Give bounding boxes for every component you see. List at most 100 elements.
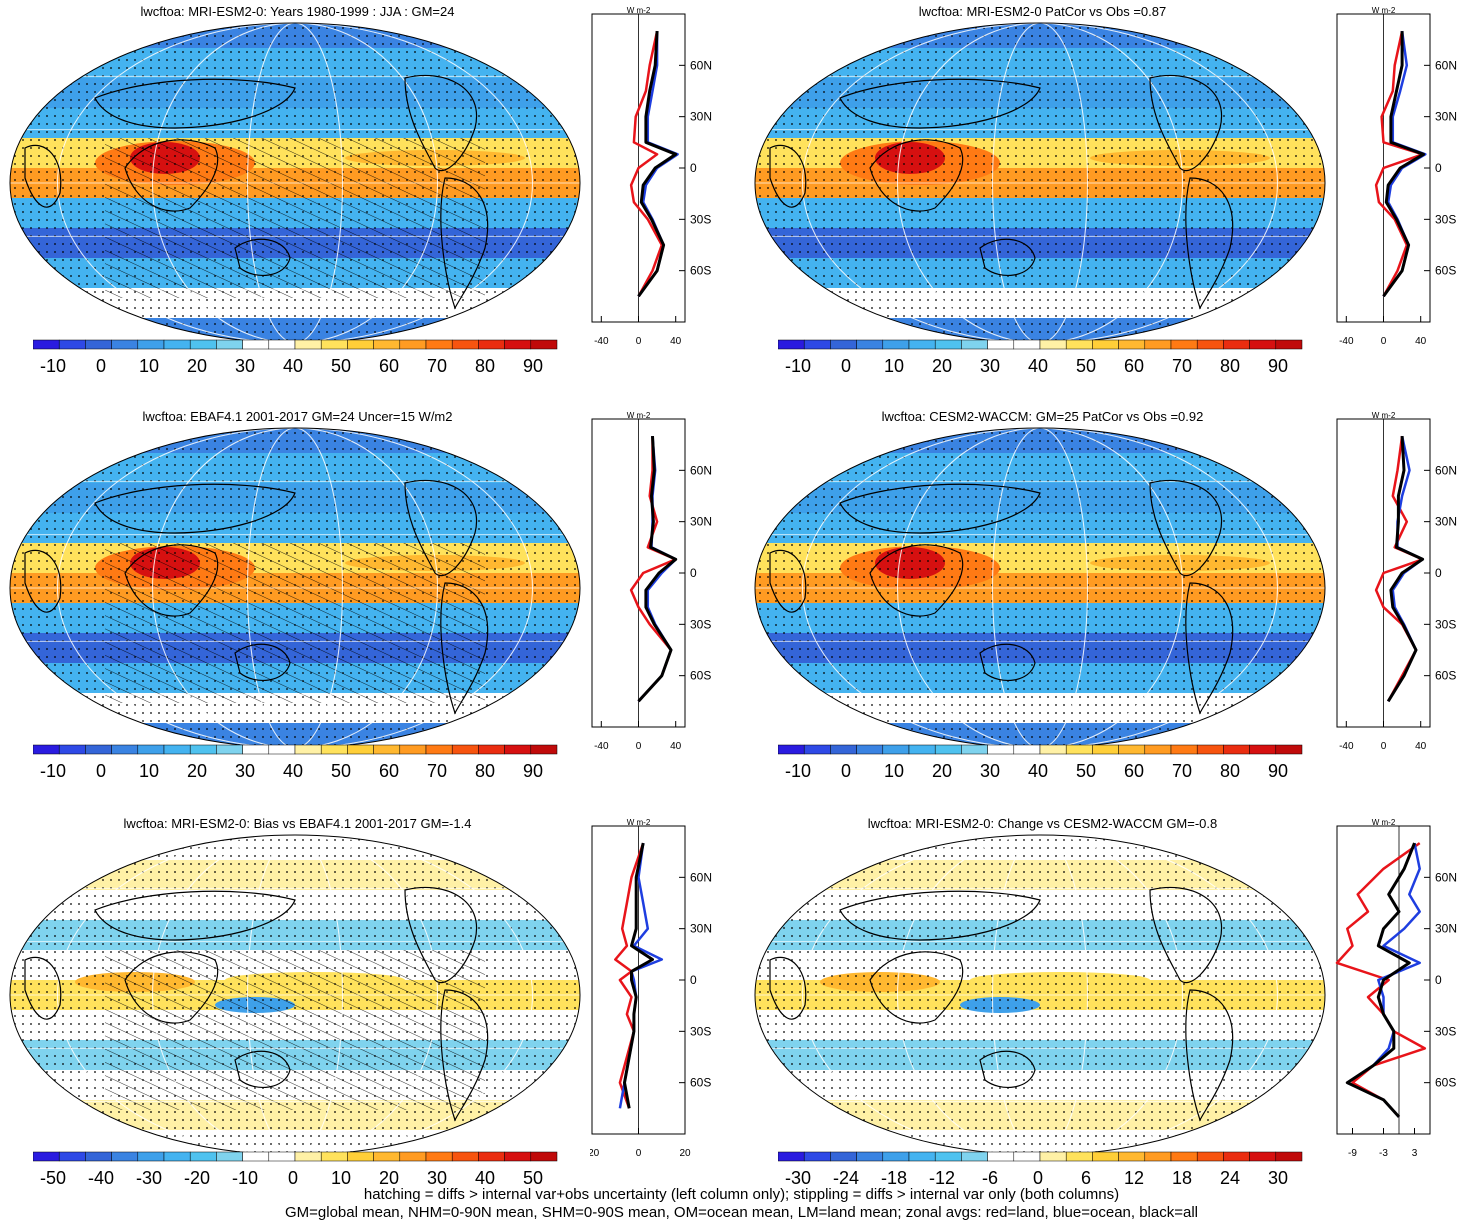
zonal-x-tick-label: 40 (1415, 741, 1427, 752)
zonal-y-tick-label: 30N (690, 922, 712, 936)
colorbar-label: 60 (1124, 761, 1144, 781)
zonal-mean-plot: W m-2 -40 0 40 60N 30N 0 30S 60S (591, 411, 712, 752)
continent-outline (839, 890, 1041, 941)
colorbar-swatch (1039, 744, 1067, 755)
zonal-mean-plot: W m-2 -40 0 40 60N 30N 0 30S 60S (1336, 411, 1457, 752)
zonal-x-tick-label: -20 (590, 1148, 600, 1159)
colorbar-swatch (1249, 744, 1277, 755)
colorbar-swatch (347, 744, 374, 755)
zonal-y-tick-label: 60S (690, 669, 711, 683)
colorbar: -30 -24 -18 -12 -6 0 6 12 18 24 30 (778, 1151, 1303, 1188)
colorbar: -10 0 10 20 30 40 50 60 70 80 90 (778, 744, 1303, 781)
colorbar-swatch (530, 339, 558, 350)
colorbar-swatch (856, 1151, 884, 1162)
colorbar-swatch (216, 744, 243, 755)
colorbar-label: -10 (232, 1168, 258, 1188)
zonal-y-tick-label: 60N (690, 463, 712, 477)
colorbar-label: 0 (1033, 1168, 1043, 1188)
colorbar-swatch (347, 339, 374, 350)
colorbar-swatch (425, 339, 453, 350)
colorbar-label: 40 (1028, 761, 1048, 781)
longitude-gridline (992, 835, 1088, 1155)
colorbar-swatch (1275, 1151, 1303, 1162)
continent-outline (24, 549, 62, 613)
longitude-gridline (152, 23, 438, 343)
colorbar-swatch (830, 339, 857, 350)
continent-outline (1185, 989, 1234, 1122)
colorbar-swatch (373, 339, 401, 350)
zonal-x-tick-label: 0 (636, 1148, 642, 1159)
continent-outline (1149, 479, 1223, 577)
colorbar-swatch (1065, 1151, 1093, 1162)
colorbar-swatch (882, 744, 910, 755)
panel-p5: lwcftoa: MRI-ESM2-0: Bias vs EBAF4.1 200… (0, 812, 740, 1192)
colorbar-swatch (58, 1151, 86, 1162)
colorbar-swatch (399, 1151, 427, 1162)
colorbar-swatch (1013, 744, 1041, 755)
colorbar-swatch (163, 744, 191, 755)
zonal-x-tick-label: 0 (636, 741, 642, 752)
map-title: lwcftoa: MRI-ESM2-0: Bias vs EBAF4.1 200… (123, 816, 472, 831)
world-map (754, 834, 1326, 1156)
colorbar-swatch (1170, 1151, 1198, 1162)
colorbar-swatch (1118, 1151, 1146, 1162)
colorbar-swatch (1118, 339, 1146, 350)
colorbar-swatch (320, 744, 348, 755)
hatching (105, 950, 485, 1110)
colorbar-swatch (803, 744, 831, 755)
zonal-y-tick-label: 30S (690, 212, 711, 226)
colorbar-swatch (530, 744, 558, 755)
colorbar-label: 10 (139, 761, 159, 781)
footnote-line-2: GM=global mean, NHM=0-90N mean, SHM=0-90… (284, 1204, 1198, 1221)
colorbar-swatch (163, 1151, 191, 1162)
continent-outline (1185, 177, 1234, 310)
colorbar-swatch (399, 339, 427, 350)
colorbar-label: 30 (980, 356, 1000, 376)
colorbar-swatch (1039, 339, 1067, 350)
longitude-gridline (897, 835, 1183, 1155)
zonal-series-ocean (637, 436, 677, 703)
panel-p2: lwcftoa: MRI-ESM2-0 PatCor vs Obs =0.87 … (745, 0, 1483, 390)
zonal-x-tick-label: 20 (679, 1148, 691, 1159)
map-title: lwcftoa: CESM2-WACCM: GM=25 PatCor vs Ob… (881, 409, 1204, 424)
zonal-mean-plot: W m-2 -9 -3 3 60N 30N 0 30S 60S (1335, 818, 1457, 1159)
world-map (754, 427, 1326, 749)
zonal-y-tick-label: 30N (690, 110, 712, 124)
colorbar-label: 40 (1028, 356, 1048, 376)
continent-outline (869, 139, 964, 212)
zonal-mean-plot: W m-2 -20 0 20 60N 30N 0 30S 60S (590, 818, 712, 1159)
colorbar-swatch (189, 339, 217, 350)
zonal-unit-label: W m-2 (1372, 818, 1396, 827)
colorbar-swatch (504, 339, 532, 350)
zonal-y-tick-label: 30S (1435, 1024, 1456, 1038)
zonal-unit-label: W m-2 (1372, 411, 1396, 420)
colorbar-label: 70 (1172, 356, 1192, 376)
colorbar-swatch (830, 744, 857, 755)
map-title: lwcftoa: MRI-ESM2-0: Change vs CESM2-WAC… (867, 816, 1218, 831)
colorbar-label: 60 (379, 356, 399, 376)
colorbar-swatch (1144, 339, 1172, 350)
zonal-y-tick-label: 60S (690, 264, 711, 278)
map-title: lwcftoa: MRI-ESM2-0 PatCor vs Obs =0.87 (918, 4, 1167, 19)
zonal-x-tick-label: 40 (670, 741, 682, 752)
zonal-y-tick-label: 30S (690, 617, 711, 631)
colorbar-swatch (320, 339, 348, 350)
continent-outline (979, 1050, 1036, 1088)
zonal-y-tick-label: 30N (1435, 515, 1457, 529)
map-title: lwcftoa: MRI-ESM2-0: Years 1980-1999 : J… (140, 4, 455, 19)
colorbar-label: -10 (40, 761, 66, 781)
colorbar-label: 10 (331, 1168, 351, 1188)
colorbar-label: 40 (475, 1168, 495, 1188)
colorbar-swatch (1039, 1151, 1067, 1162)
zonal-series-all (1386, 436, 1425, 703)
zonal-y-tick-label: 60N (1435, 870, 1457, 884)
colorbar-label: 6 (1081, 1168, 1091, 1188)
continent-outline (94, 78, 296, 129)
zonal-series-land (614, 842, 645, 1109)
zonal-series-all (1345, 842, 1416, 1118)
panel-p4: lwcftoa: CESM2-WACCM: GM=25 PatCor vs Ob… (745, 405, 1483, 795)
colorbar-label: -50 (40, 1168, 66, 1188)
colorbar-label: 0 (841, 356, 851, 376)
colorbar-swatch (451, 339, 479, 350)
colorbar-swatch (778, 744, 805, 755)
